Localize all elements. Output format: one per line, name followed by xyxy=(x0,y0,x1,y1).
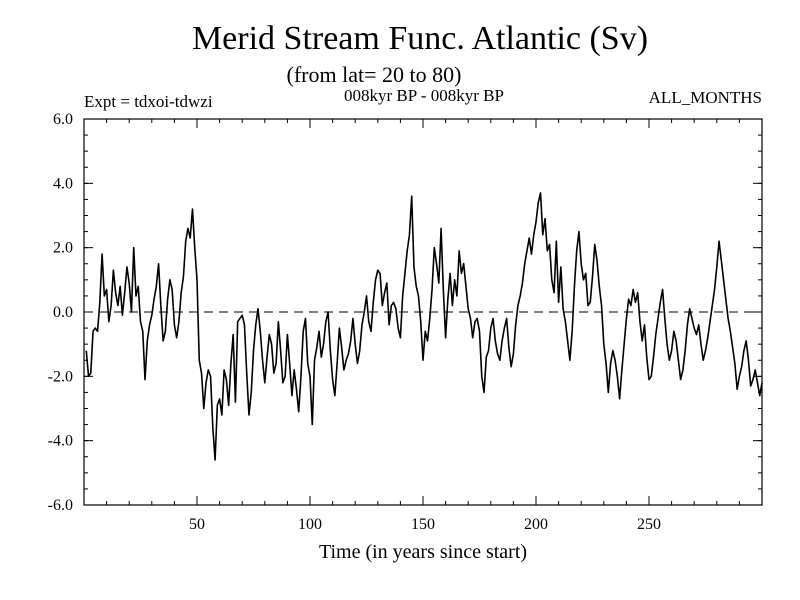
chart-subtitle: (from lat= 20 to 80) xyxy=(287,62,462,87)
x-tick-label: 200 xyxy=(524,516,548,533)
y-tick-label: 0.0 xyxy=(53,304,73,321)
plot-axes: 50 100 150 200 250 -6.0 -4.0 -2.0 0.0 2.0 4.0 6.0 xyxy=(48,111,763,533)
period-label: 008kyr BP - 008kyr BP xyxy=(344,86,504,105)
experiment-label: Expt = tdxoi-tdwzi xyxy=(84,92,213,111)
x-tick-label: 50 xyxy=(189,516,205,533)
x-tick-label: 100 xyxy=(298,516,322,533)
series-layer xyxy=(85,192,763,461)
y-tick-label: 4.0 xyxy=(53,175,73,192)
months-label: ALL_MONTHS xyxy=(649,88,762,107)
y-tick-label: 6.0 xyxy=(53,111,73,128)
series-line xyxy=(85,192,763,461)
x-tick-label: 250 xyxy=(637,516,661,533)
x-axis-label: Time (in years since start) xyxy=(319,541,527,563)
y-tick-label: -6.0 xyxy=(48,497,73,514)
x-tick-label: 150 xyxy=(411,516,435,533)
y-tick-label: 2.0 xyxy=(53,240,73,257)
chart-title: Merid Stream Func. Atlantic (Sv) xyxy=(192,20,648,57)
y-tick-label: -4.0 xyxy=(48,433,73,450)
y-tick-label: -2.0 xyxy=(48,368,73,385)
